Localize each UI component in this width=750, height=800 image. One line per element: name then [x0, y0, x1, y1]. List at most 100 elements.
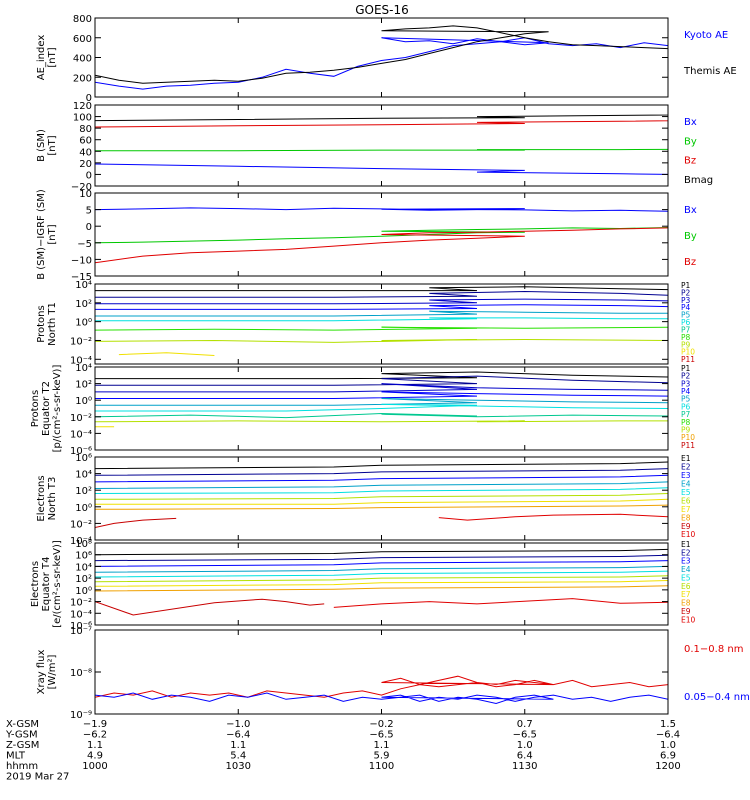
y-tick-label: 10² — [75, 574, 92, 585]
y-axis-label: Protons — [30, 390, 41, 427]
series-bigrf-bz — [95, 219, 668, 264]
series-ent3-e8 — [95, 504, 668, 510]
legend-entry: E3 — [681, 471, 691, 480]
legend-entry: P6 — [681, 402, 691, 411]
series-ent3-e1 — [95, 461, 668, 470]
y-tick-label: 0 — [86, 222, 92, 233]
legend-entry: Bz — [684, 257, 696, 268]
series-eet4-e6 — [95, 575, 668, 583]
y-tick-label: 10⁻² — [70, 519, 92, 530]
x-axis-value: −6.5 — [513, 730, 537, 741]
y-axis-label: B (SM)−IGRF (SM) — [36, 189, 47, 280]
x-axis-value: 6.9 — [660, 751, 676, 762]
series-eet4-e3 — [95, 560, 668, 567]
legend-entry: P11 — [681, 355, 695, 364]
series-eet4-e9 — [95, 598, 325, 616]
series-bigrf-by — [95, 223, 668, 244]
y-tick-label: 5 — [86, 206, 92, 217]
series-bsm-bx — [95, 163, 668, 177]
panel-ae: 0 200 400 600 800 AE_index [nT] Kyoto AE Themis … — [36, 14, 737, 104]
x-axis-value: −6.4 — [656, 730, 680, 741]
legend-entry: E1 — [681, 540, 691, 549]
legend-entry: E10 — [681, 530, 696, 539]
y-tick-label: 10⁻⁶ — [70, 446, 92, 457]
series-bigrf-bx — [95, 207, 668, 215]
x-axis-row-label: MLT — [6, 751, 26, 762]
series-ae-themis-ae — [95, 25, 668, 84]
x-axis-value: 1030 — [226, 761, 251, 772]
y-tick-label: 10² — [75, 380, 92, 391]
legend-entry: P7 — [681, 325, 691, 334]
y-tick-label: 10⁻² — [70, 413, 92, 424]
y-axis-label: [nT] — [47, 224, 58, 244]
legend-entry: P5 — [681, 395, 691, 404]
y-axis-label: B (SM) — [36, 129, 47, 162]
y-axis-label: Protons — [36, 305, 47, 342]
plot-title: GOES-16 — [355, 3, 409, 17]
x-axis-table: X-GSM −1.9 −1.0 −0.2 0.7 1.5 Y-GSM −6.2 −6.4 −6.5… — [5, 719, 681, 783]
legend-entry: P7 — [681, 410, 691, 419]
y-axis-label: [p/(cm²-s-sr-keV)] — [52, 365, 63, 453]
x-axis-value: −6.5 — [369, 730, 393, 741]
x-axis-value: 1.1 — [374, 740, 390, 751]
x-axis-value: −6.2 — [83, 730, 107, 741]
legend-entry: P4 — [681, 387, 691, 396]
x-axis-value: 1000 — [82, 761, 107, 772]
y-tick-label: 80 — [79, 124, 92, 135]
legend-entry: Kyoto AE — [684, 30, 728, 41]
y-axis-label: [e/(cm²-s-sr-keV)] — [52, 540, 63, 628]
series-eet4-e1 — [95, 548, 668, 556]
y-tick-label: 10⁴ — [75, 280, 92, 291]
legend-entry: E9 — [681, 607, 691, 616]
legend-entry: E10 — [681, 615, 696, 624]
y-tick-label: 10⁴ — [75, 470, 92, 481]
legend-entry: P5 — [681, 311, 691, 320]
panel-frame — [94, 456, 669, 541]
x-axis-value: 1200 — [655, 761, 680, 772]
y-tick-label: 10⁰ — [75, 503, 92, 514]
y-axis-label: North T3 — [47, 477, 58, 521]
legend-entry: Bx — [684, 117, 697, 128]
y-tick-label: 40 — [79, 147, 92, 158]
legend-entry: By — [684, 231, 697, 242]
y-tick-label: 60 — [79, 136, 92, 147]
series-pnt1-p6 — [95, 317, 668, 322]
x-axis-value: 4.9 — [87, 751, 103, 762]
panel-pnt1: 10⁻⁴ 10⁻² 10⁰ 10² 10⁴ Protons North T1 P1P2P3P4… — [36, 280, 695, 366]
y-tick-label: −15 — [71, 272, 92, 283]
x-axis-value: 6.4 — [517, 751, 533, 762]
y-tick-label: 10⁻⁴ — [70, 609, 92, 620]
y-axis-label: Equator T4 — [41, 557, 52, 612]
series-ent3-e3 — [95, 474, 668, 483]
legend-entry: By — [684, 136, 697, 147]
y-axis-label: Electrons — [36, 475, 47, 521]
legend-entry: Bx — [684, 205, 697, 216]
x-axis-value: −6.4 — [226, 730, 250, 741]
panel-bigrf: −15 −10 −5 0 5 10 B (SM)−IGRF (SM) [nT] Bx By Bz — [36, 189, 697, 283]
legend-entry: Themis AE — [683, 66, 737, 77]
legend-entry: Bz — [684, 156, 696, 167]
series-pet2-p3 — [95, 383, 668, 393]
x-axis-value: 1.5 — [660, 719, 676, 730]
legend-entry: E5 — [681, 488, 691, 497]
series-pnt1-p3 — [95, 298, 668, 305]
legend-entry: E9 — [681, 522, 691, 531]
legend-entry: E5 — [681, 573, 691, 582]
y-axis-label: AE_index — [36, 35, 47, 81]
y-tick-label: 10⁻² — [70, 336, 92, 347]
panel-xray: 10⁻⁹ 10⁻⁸ 10⁻⁷ Xray flux [W/m²] 0.1−0.8 nm 0.0… — [36, 626, 750, 721]
x-axis-value: 0.7 — [517, 719, 533, 730]
legend-entry: 0.05−0.4 nm — [684, 692, 750, 703]
y-tick-label: 10⁶ — [75, 551, 92, 562]
y-tick-label: 800 — [73, 14, 92, 25]
x-axis-row-label: Y-GSM — [5, 730, 38, 741]
x-axis-value: 1.0 — [660, 740, 676, 751]
date-label: 2019 Mar 27 — [6, 772, 69, 783]
y-tick-label: 10⁻⁹ — [70, 710, 92, 721]
legend-entry: E3 — [681, 557, 691, 566]
y-tick-label: 10² — [75, 486, 92, 497]
series-pet2-p8 — [95, 420, 668, 423]
